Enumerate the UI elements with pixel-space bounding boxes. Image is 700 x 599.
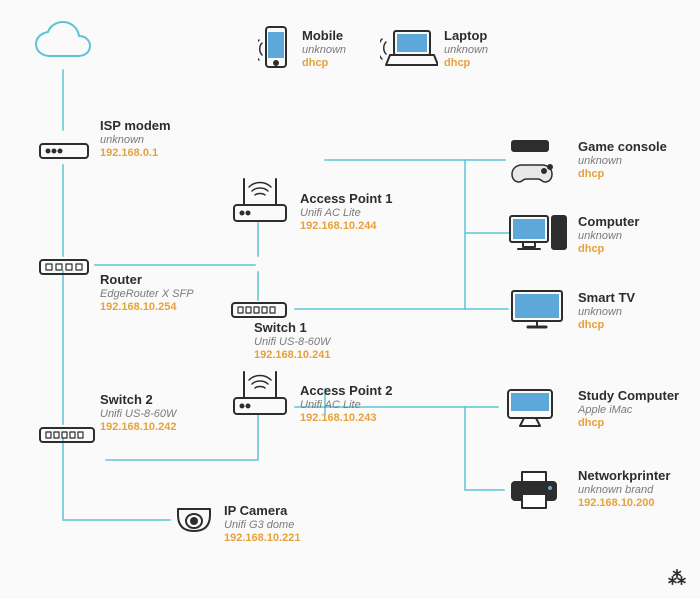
laptop-icon [380,25,438,75]
computer-label: Computer unknown dhcp [578,214,639,256]
computer-title: Computer [578,214,639,230]
mobile-title: Mobile [302,28,346,44]
tv-label: Smart TV unknown dhcp [578,290,635,332]
router-addr: 192.168.10.254 [100,301,194,314]
computer-addr: dhcp [578,243,639,256]
ap2-addr: 192.168.10.243 [300,412,393,425]
printer-icon [508,468,564,512]
cam-label: IP Camera Unifi G3 dome 192.168.10.221 [224,503,300,545]
ap1-label: Access Point 1 Unifi AC Lite 192.168.10.… [300,191,393,233]
router-icon [38,256,90,278]
ap1-addr: 192.168.10.244 [300,220,393,233]
isp-addr: 192.168.0.1 [100,147,171,160]
ap2-label: Access Point 2 Unifi AC Lite 192.168.10.… [300,383,393,425]
printer-label: Networkprinter unknown brand 192.168.10.… [578,468,670,510]
ap2-icon [230,368,290,418]
sw2-label: Switch 2 Unifi US-8-60W 192.168.10.242 [100,392,176,434]
computer-model: unknown [578,230,639,243]
tv-icon [508,287,568,331]
router-label: Router EdgeRouter X SFP 192.168.10.254 [100,272,194,314]
camera-icon [174,503,214,539]
mobile-model: unknown [302,44,346,57]
ap2-model: Unifi AC Lite [300,399,393,412]
laptop-label: Laptop unknown dhcp [444,28,488,70]
study-model: Apple iMac [578,404,679,417]
cloud-icon [30,20,100,68]
laptop-model: unknown [444,44,488,57]
mobile-label: Mobile unknown dhcp [302,28,346,70]
sw2-addr: 192.168.10.242 [100,421,176,434]
console-model: unknown [578,155,667,168]
sw1-label: Switch 1 Unifi US-8-60W 192.168.10.241 [254,320,330,362]
switch1-icon [230,299,288,321]
printer-addr: 192.168.10.200 [578,497,670,510]
modem-icon [38,140,90,162]
sw2-model: Unifi US-8-60W [100,408,176,421]
ap2-title: Access Point 2 [300,383,393,399]
printer-title: Networkprinter [578,468,670,484]
router-model: EdgeRouter X SFP [100,288,194,301]
ap1-icon [230,175,290,225]
mobile-icon [258,25,294,75]
laptop-title: Laptop [444,28,488,44]
watermark-icon: ⁂ [668,568,686,589]
laptop-addr: dhcp [444,57,488,70]
tv-model: unknown [578,306,635,319]
console-addr: dhcp [578,168,667,181]
ap1-model: Unifi AC Lite [300,207,393,220]
switch2-icon [38,424,96,446]
wire [63,438,170,520]
tv-addr: dhcp [578,319,635,332]
study-addr: dhcp [578,417,679,430]
sw2-title: Switch 2 [100,392,176,408]
printer-model: unknown brand [578,484,670,497]
tv-title: Smart TV [578,290,635,306]
cam-model: Unifi G3 dome [224,519,300,532]
study-label: Study Computer Apple iMac dhcp [578,388,679,430]
cam-addr: 192.168.10.221 [224,532,300,545]
computer-icon [508,212,568,256]
console-icon [508,137,568,185]
console-label: Game console unknown dhcp [578,139,667,181]
sw1-addr: 192.168.10.241 [254,349,330,362]
isp-model: unknown [100,134,171,147]
imac-icon [502,386,560,430]
isp-label: ISP modem unknown 192.168.0.1 [100,118,171,160]
mobile-addr: dhcp [302,57,346,70]
wire [295,160,465,309]
isp-title: ISP modem [100,118,171,134]
console-title: Game console [578,139,667,155]
router-title: Router [100,272,194,288]
sw1-model: Unifi US-8-60W [254,336,330,349]
ap1-title: Access Point 1 [300,191,393,207]
study-title: Study Computer [578,388,679,404]
sw1-title: Switch 1 [254,320,330,336]
cam-title: IP Camera [224,503,300,519]
